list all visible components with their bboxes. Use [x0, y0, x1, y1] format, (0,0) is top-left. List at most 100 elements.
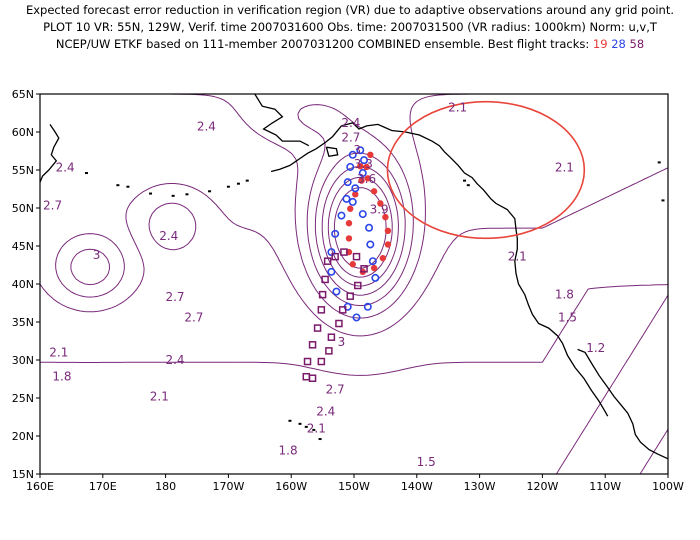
contour-line: [639, 429, 668, 474]
lat-tick-label: 65N: [12, 88, 34, 101]
contour-label: 1.5: [417, 455, 436, 469]
island: [466, 184, 470, 187]
lat-tick-label: 35N: [12, 316, 34, 329]
flight-track-19: [345, 151, 392, 276]
contour-label: 1.8: [279, 443, 298, 457]
lon-tick-label: 160E: [26, 480, 54, 493]
track-label-28: 28: [611, 37, 626, 51]
track-point: [345, 220, 353, 227]
island: [116, 184, 120, 187]
track-point: [308, 341, 317, 349]
island: [312, 428, 316, 431]
track-point: [347, 205, 354, 212]
track-point: [357, 163, 364, 170]
track-point: [317, 306, 326, 314]
island: [149, 192, 153, 195]
track-point: [348, 197, 357, 206]
track-point: [335, 319, 343, 328]
track-point: [346, 162, 355, 171]
lon-tick-label: 170E: [89, 480, 117, 493]
track-point: [384, 241, 392, 248]
island: [657, 161, 661, 164]
track-point: [379, 254, 387, 262]
contour-label: 2.4: [197, 120, 216, 134]
track-point: [343, 178, 352, 187]
lat-tick-label: 40N: [12, 278, 34, 291]
title-line-1: Expected forecast error reduction in ver…: [25, 3, 675, 17]
contour-label: 3: [338, 335, 346, 349]
contour-lines: [40, 94, 668, 474]
track-point: [346, 292, 354, 300]
lon-tick-label: 180: [155, 480, 176, 493]
contour-label: 3: [93, 248, 101, 262]
track-point: [371, 273, 380, 282]
contour-label: 2.4: [341, 116, 360, 130]
track-point: [331, 229, 340, 238]
coastline: [325, 146, 339, 158]
contour-label: 3: [353, 143, 361, 157]
track-point: [325, 347, 333, 355]
track-point: [352, 252, 361, 261]
contour-label: 2.7: [165, 290, 184, 304]
map-axes: 160E 170E 180 170W 160W 150W 140W 130W 120W 110W 1…: [12, 88, 684, 493]
track-point: [384, 227, 392, 234]
coastline: [40, 124, 60, 183]
track-point: [370, 264, 378, 272]
contour-label: 2.7: [184, 310, 203, 324]
contour-label: 2.1: [49, 345, 68, 359]
contour-label: 2.1: [150, 389, 169, 403]
lat-tick-label: 15N: [12, 468, 34, 481]
contour-line: [70, 104, 414, 306]
contour-label: 2.7: [341, 130, 360, 144]
track-point: [368, 257, 377, 266]
flight-tracks: [302, 146, 392, 382]
coastline: [254, 94, 310, 147]
track-point: [303, 357, 312, 366]
track-point: [342, 194, 351, 203]
contour-label: 2.1: [508, 250, 527, 264]
lon-tick-label: 150W: [338, 480, 370, 493]
track-point: [338, 306, 347, 314]
track-point: [352, 313, 361, 322]
track-point: [360, 265, 368, 273]
lat-tick-label: 50N: [12, 202, 34, 215]
island: [226, 185, 230, 188]
contour-label: 2.4: [56, 161, 75, 175]
track-point: [318, 290, 327, 299]
contour-label: 2.4: [159, 229, 178, 243]
contour-label: 1.5: [558, 310, 577, 324]
track-point: [370, 188, 378, 195]
track-point: [337, 211, 346, 220]
track-point: [331, 252, 339, 261]
contour-label: 2.7: [326, 383, 345, 397]
contour-label: 2.1: [555, 161, 574, 175]
lat-tick-label: 45N: [12, 240, 34, 253]
track-point: [366, 240, 375, 249]
flight-track-28: [327, 146, 380, 322]
contour-label: 2.1: [448, 101, 467, 115]
coastline: [577, 348, 668, 460]
island: [185, 193, 189, 196]
lat-tick-label: 25N: [12, 392, 34, 405]
track-point: [354, 281, 362, 290]
track-point: [327, 333, 336, 341]
track-point: [345, 235, 353, 242]
lon-tick-label: 160W: [275, 480, 307, 493]
contour-line: [40, 94, 543, 319]
island: [304, 425, 308, 428]
coastlines: [40, 94, 668, 460]
verification-circle: [386, 100, 586, 240]
island: [463, 179, 467, 182]
contour-label: 1.8: [52, 370, 71, 384]
track-point: [365, 223, 374, 232]
lon-tick-label: 100W: [652, 480, 684, 493]
track-point: [367, 151, 374, 158]
lon-tick-label: 170W: [212, 480, 244, 493]
contour-line: [40, 167, 668, 337]
track-point: [302, 372, 311, 381]
track-point: [363, 302, 372, 311]
contour-label: 3.6: [357, 172, 376, 186]
island: [245, 179, 249, 182]
track-point: [317, 357, 326, 366]
track-point: [363, 163, 370, 171]
